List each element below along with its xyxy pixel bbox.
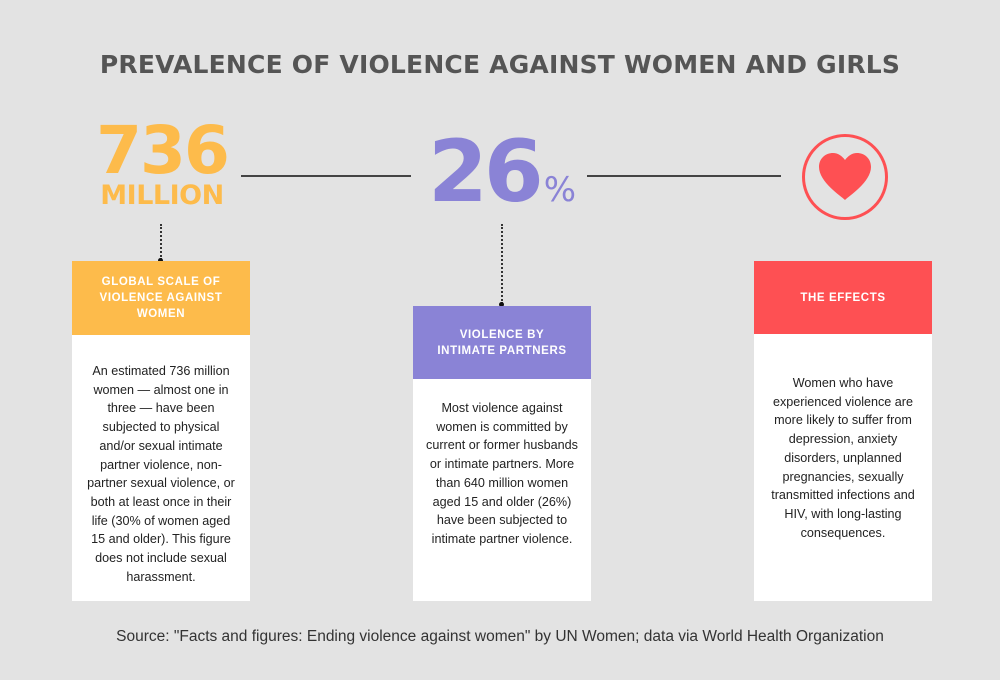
stat-number: 26 [428, 122, 544, 222]
card-body: Most violence against women is committed… [426, 401, 578, 546]
card-global-scale: GLOBAL SCALE OF VIOLENCE AGAINST WOMEN A… [72, 261, 250, 601]
stat-unit: MILLION [100, 180, 224, 211]
card-heading-text: VIOLENCE BY INTIMATE PARTNERS [437, 328, 567, 357]
heart-icon [819, 153, 871, 200]
divider-line-1 [241, 175, 411, 177]
card-heading: THE EFFECTS [754, 261, 932, 334]
divider-line-2 [587, 175, 781, 177]
card-body: Women who have experienced violence are … [771, 376, 915, 540]
connector-dotted-2 [499, 224, 504, 307]
stat-number: 736 [96, 112, 230, 189]
stat-26-percent: 26% [428, 124, 578, 220]
card-effects: THE EFFECTS Women who have experienced v… [754, 261, 932, 601]
stat-736-million: 736 MILLION [92, 118, 232, 210]
source-citation: Source: "Facts and figures: Ending viole… [116, 628, 884, 645]
connector-dotted-1 [158, 224, 163, 263]
card-heading: GLOBAL SCALE OF VIOLENCE AGAINST WOMEN [72, 261, 250, 335]
card-heading: VIOLENCE BY INTIMATE PARTNERS [413, 306, 591, 379]
page-title: PREVALENCE OF VIOLENCE AGAINST WOMEN AND… [99, 50, 901, 79]
card-body: An estimated 736 million women — almost … [87, 364, 235, 584]
card-heading-text: GLOBAL SCALE OF VIOLENCE AGAINST WOMEN [99, 276, 223, 320]
stat-unit: % [543, 170, 576, 210]
card-heading-text: THE EFFECTS [800, 291, 886, 304]
card-intimate-partners: VIOLENCE BY INTIMATE PARTNERS Most viole… [413, 306, 591, 601]
heart-circle [802, 134, 888, 220]
